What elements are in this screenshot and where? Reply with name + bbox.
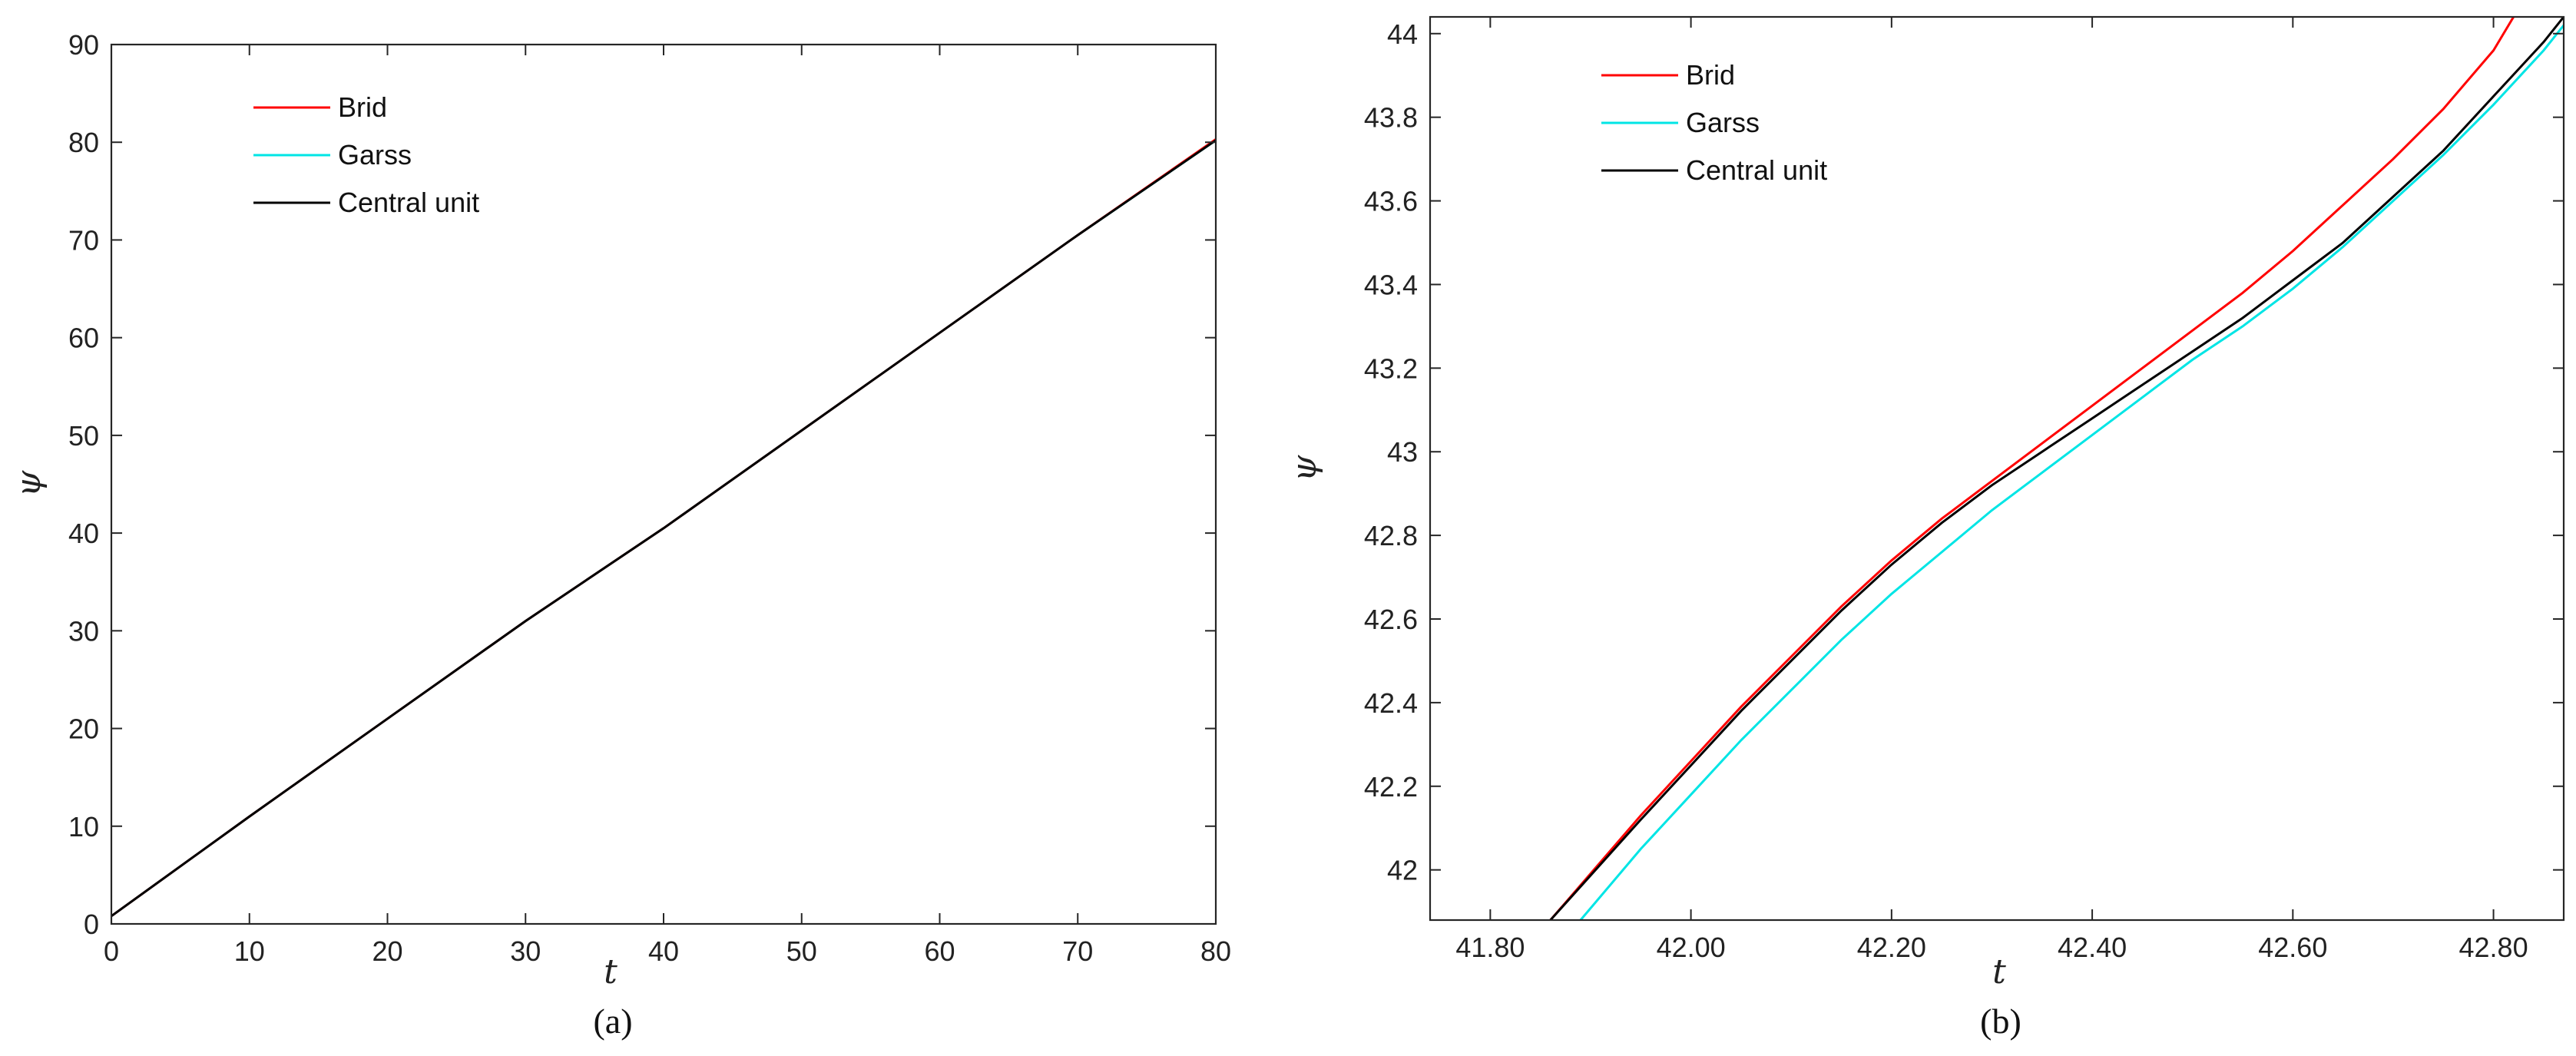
y-tick-label: 43.4 xyxy=(1364,269,1418,300)
y-tick-label: 50 xyxy=(68,420,99,452)
y-tick-label: 43 xyxy=(1387,436,1418,468)
y-tick-label: 90 xyxy=(68,29,99,61)
y-tick-label: 42.6 xyxy=(1364,604,1418,635)
y-tick-label: 80 xyxy=(68,127,99,158)
legend-label: Central unit xyxy=(1686,154,1827,186)
y-tick-label: 40 xyxy=(68,518,99,549)
x-tick-label: 41.80 xyxy=(1455,932,1525,963)
x-tick-label: 10 xyxy=(234,935,265,967)
y-tick-label: 20 xyxy=(68,713,99,745)
x-tick-label: 20 xyxy=(372,935,402,967)
legend: Brid Garss Central unit xyxy=(253,91,479,218)
x-tick-label: 42.40 xyxy=(2058,932,2127,963)
legend-label: Garss xyxy=(338,139,412,170)
legend-label: Brid xyxy=(1686,59,1735,91)
x-axis-title: t xyxy=(604,952,618,991)
x-tick-label: 40 xyxy=(648,935,679,967)
y-tick-label: 42 xyxy=(1387,855,1418,886)
chart-panel-1: 0 10 20 30 40 50 60 70 80 0 10 20 30 40 50 60 70 80 90 t ψ (a… xyxy=(9,29,1231,1041)
x-tick-label: 42.60 xyxy=(2258,932,2327,963)
y-tick-label: 42.8 xyxy=(1364,520,1418,551)
x-tick-label: 30 xyxy=(510,935,541,967)
legend: Brid Garss Central unit xyxy=(1601,59,1827,186)
x-axis-title: t xyxy=(1992,952,2006,991)
y-tick-label: 70 xyxy=(68,224,99,256)
x-tick-label: 60 xyxy=(924,935,955,967)
series-line-brid xyxy=(1549,17,2515,920)
y-tick-label: 42.2 xyxy=(1364,771,1418,803)
series-line-central-unit xyxy=(111,139,1216,918)
y-axis-title: ψ xyxy=(9,470,48,497)
y-tick-label: 44 xyxy=(1387,18,1418,50)
y-tick-label: 60 xyxy=(68,323,99,354)
x-tick-label: 42.80 xyxy=(2459,932,2528,963)
x-tick-label: 50 xyxy=(786,935,817,967)
legend-label: Brid xyxy=(338,91,387,123)
chart-panel-2: 41.80 42.00 42.20 42.40 42.60 42.80 42 42.2 42.4… xyxy=(1285,15,2565,1041)
y-tick-label: 43.2 xyxy=(1364,353,1418,384)
y-tick-label: 30 xyxy=(68,615,99,647)
legend-label: Garss xyxy=(1686,107,1760,138)
legend-label: Central unit xyxy=(338,187,479,218)
x-tick-label: 0 xyxy=(104,935,119,967)
plot-frame xyxy=(110,43,1217,925)
x-tick-label: 42.00 xyxy=(1657,932,1726,963)
y-tick-label: 42.4 xyxy=(1364,687,1418,719)
y-tick-label: 43.8 xyxy=(1364,102,1418,134)
x-tick-label: 70 xyxy=(1062,935,1093,967)
y-tick-label: 43.6 xyxy=(1364,186,1418,217)
series-line-garss xyxy=(1579,24,2564,920)
y-tick-label: 0 xyxy=(84,909,99,940)
y-axis-title: ψ xyxy=(1285,455,1324,482)
x-tick-label: 80 xyxy=(1200,935,1231,967)
panel-caption: (b) xyxy=(1980,1001,2021,1041)
panel-caption: (a) xyxy=(593,1001,632,1041)
y-tick-label: 10 xyxy=(68,811,99,842)
plot-frame xyxy=(1429,15,2565,922)
series-line-central-unit xyxy=(1549,17,2564,920)
x-tick-label: 42.20 xyxy=(1857,932,1926,963)
